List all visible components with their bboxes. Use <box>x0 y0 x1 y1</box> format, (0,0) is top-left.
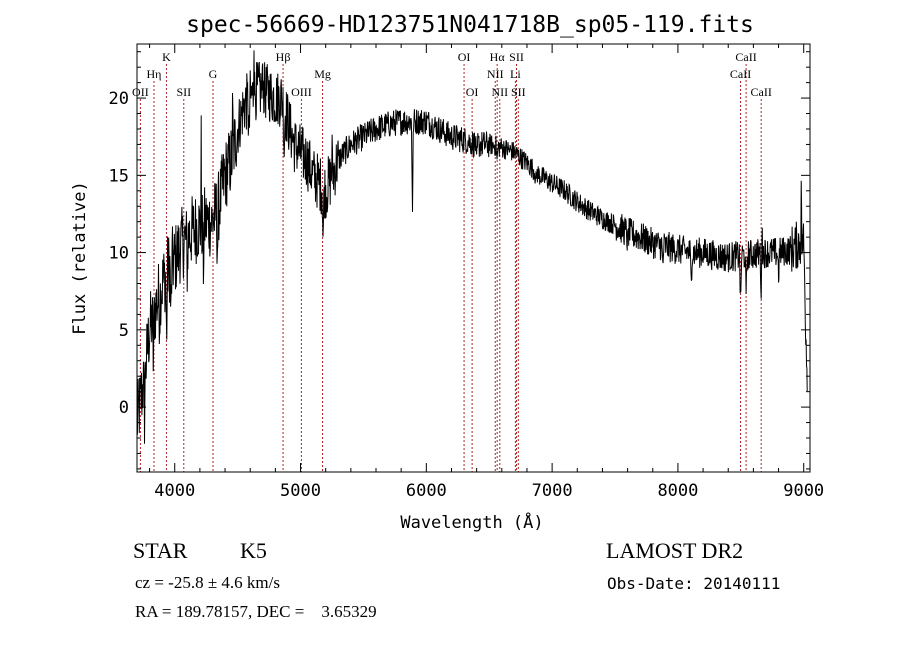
plot-frame <box>136 43 811 473</box>
x-tick-label: 5000 <box>280 481 321 501</box>
line-marker-label: SII <box>511 85 526 99</box>
line-marker-label: K <box>162 50 171 64</box>
x-tick-label: 7000 <box>532 481 573 501</box>
line-marker-label: Mg <box>314 67 331 81</box>
line-marker-label: NII <box>487 67 504 81</box>
y-tick-label: 15 <box>109 166 129 186</box>
observation-date: Obs-Date: 20140111 <box>607 574 781 593</box>
line-marker-label: Hα <box>490 50 506 64</box>
line-marker-label: CaII <box>751 85 772 99</box>
spectrum-series <box>137 50 808 444</box>
y-axis-label: Flux (relative) <box>70 181 90 335</box>
spectrum-flux-line <box>137 50 808 444</box>
x-tick-label: 4000 <box>154 481 195 501</box>
line-marker-label: OI <box>458 50 471 64</box>
x-tick-label: 8000 <box>657 481 698 501</box>
survey-name: LAMOST DR2 <box>606 538 744 563</box>
line-marker-label: CaII <box>730 67 751 81</box>
line-marker-label: OI <box>466 85 479 99</box>
line-marker-label: OIII <box>291 85 312 99</box>
object-class: STAR <box>133 538 188 563</box>
line-marker-label: G <box>209 67 218 81</box>
line-marker-label: Li <box>510 67 521 81</box>
line-marker-label: SII <box>176 85 191 99</box>
line-marker-label: SII <box>509 50 524 64</box>
x-axis-label: Wavelength (Å) <box>400 511 543 533</box>
y-tick-label: 0 <box>119 398 129 418</box>
y-tick-label: 10 <box>109 244 129 264</box>
line-marker-label: OII <box>132 85 149 99</box>
y-tick-label: 20 <box>109 89 129 109</box>
redshift-cz: cz = -25.8 ± 4.6 km/s <box>135 573 280 592</box>
line-marker-label: Hη <box>147 67 162 81</box>
axes: 4000 5000 6000 7000 8000 9000 0 5 10 15 20 <box>109 44 824 501</box>
object-subclass: K5 <box>240 538 267 563</box>
y-tick-label: 5 <box>119 321 129 341</box>
ra-dec-coordinates: RA = 189.78157, DEC = 3.65329 <box>135 602 377 621</box>
x-tick-label: 9000 <box>783 481 824 501</box>
line-marker-label: CaII <box>735 50 756 64</box>
chart-title: spec-56669-HD123751N041718B_sp05-119.fit… <box>186 12 754 38</box>
line-marker-label: NII <box>491 85 508 99</box>
x-tick-label: 6000 <box>406 481 447 501</box>
line-marker-label: Hβ <box>276 50 291 64</box>
